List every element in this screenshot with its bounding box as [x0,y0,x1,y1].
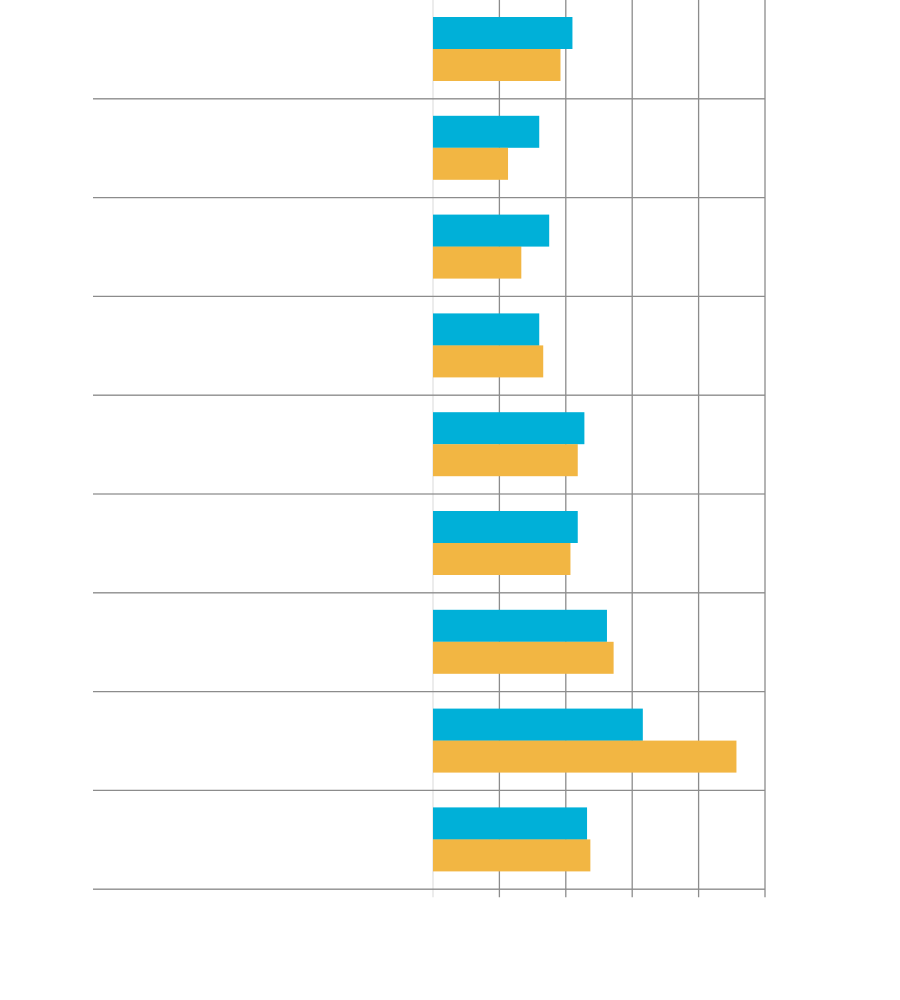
bar-series-1 [433,609,607,642]
bar-series-2 [433,345,544,378]
bar-series-1 [433,313,540,346]
bar-series-2 [433,49,561,81]
bar-series-2 [433,543,571,575]
bar-series-2 [433,444,578,477]
bar-series-2 [433,641,614,674]
bars-layer [433,17,737,872]
grid-layer [93,0,766,898]
bar-series-1 [433,708,643,741]
bar-series-1 [433,214,550,247]
bar-series-1 [433,412,585,445]
bar-series-2 [433,839,591,872]
bar-series-1 [433,511,578,543]
bar-series-2 [433,740,737,773]
bar-series-1 [433,17,573,49]
bar-series-2 [433,147,509,180]
bar-series-1 [433,115,540,148]
bar-series-1 [433,807,588,840]
bar-series-2 [433,246,522,279]
